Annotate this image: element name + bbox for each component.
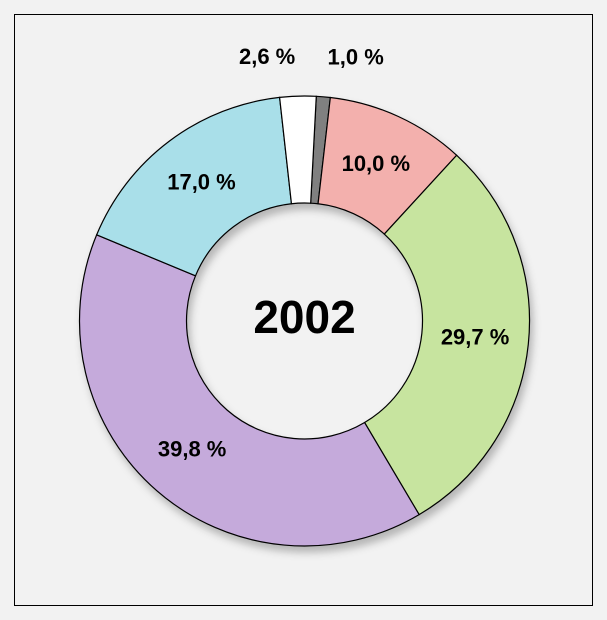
chart-panel: 1,0 % 10,0 % 29,7 % 39,8 % 17,0 % 2,6 % 2002 — [14, 14, 593, 606]
slice-label: 17,0 % — [167, 170, 236, 195]
donut-slice — [79, 235, 419, 546]
slice-label: 1,0 % — [328, 45, 384, 70]
center-year-label: 2002 — [253, 291, 355, 343]
slice-label: 39,8 % — [158, 436, 227, 461]
slice-label: 2,6 % — [239, 44, 295, 69]
chart-frame: 1,0 % 10,0 % 29,7 % 39,8 % 17,0 % 2,6 % 2002 — [0, 0, 607, 620]
slice-label: 29,7 % — [441, 325, 510, 350]
slice-label: 10,0 % — [342, 151, 411, 176]
donut-chart: 1,0 % 10,0 % 29,7 % 39,8 % 17,0 % 2,6 % 2002 — [15, 15, 594, 607]
